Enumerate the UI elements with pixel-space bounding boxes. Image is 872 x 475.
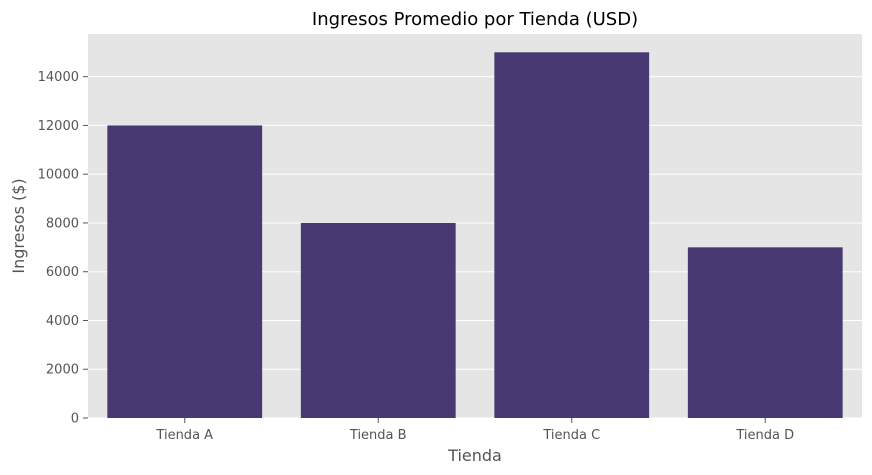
- y-axis-ticks: 0 2000 4000 6000 8000 10000 12000 14000: [38, 70, 88, 427]
- y-tick-label-6: 12000: [38, 119, 79, 134]
- bars: [107, 52, 843, 419]
- y-tick-label-0: 0: [71, 412, 79, 427]
- chart-title: Ingresos Promedio por Tienda (USD): [312, 9, 638, 30]
- y-tick-label-7: 14000: [38, 70, 79, 85]
- y-tick-label-3: 6000: [46, 265, 79, 280]
- x-tick-label-1: Tienda B: [349, 428, 407, 443]
- x-tick-label-3: Tienda D: [735, 428, 794, 443]
- x-axis-ticks: Tienda A Tienda B Tienda C Tienda D: [155, 418, 794, 443]
- bar-tienda-c: [494, 52, 650, 419]
- bar-tienda-d: [687, 247, 843, 418]
- y-axis-label: Ingresos ($): [9, 178, 28, 273]
- bar-tienda-a: [107, 125, 263, 418]
- bar-tienda-b: [300, 222, 456, 418]
- y-tick-label-2: 4000: [46, 314, 79, 329]
- y-tick-label-1: 2000: [46, 363, 79, 378]
- x-axis-label: Tienda: [447, 446, 502, 465]
- x-tick-label-2: Tienda C: [542, 428, 600, 443]
- x-tick-label-0: Tienda A: [155, 428, 213, 443]
- y-tick-label-5: 10000: [38, 168, 79, 183]
- y-tick-label-4: 8000: [46, 216, 79, 231]
